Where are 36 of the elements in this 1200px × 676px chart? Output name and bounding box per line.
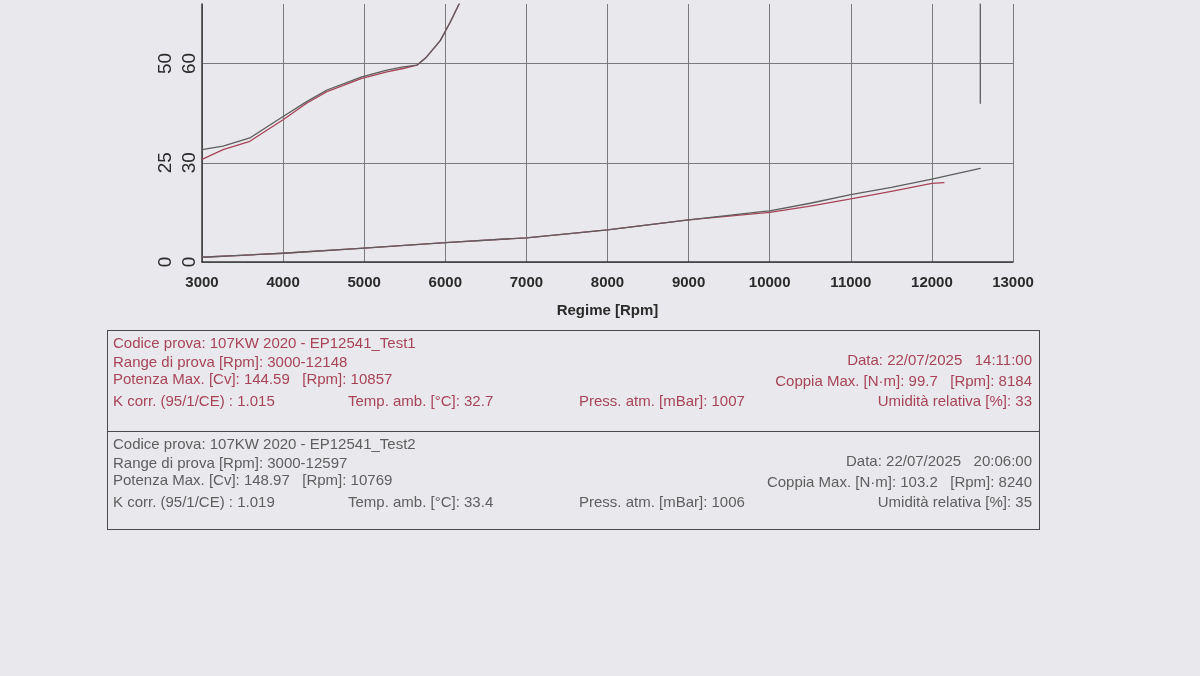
text: Temp. amb. [°C]: 33.4 xyxy=(348,493,494,511)
text: Range di prova [Rpm]: 3000-12597 xyxy=(113,454,348,472)
y-tick-label: 0 xyxy=(154,256,175,268)
x-tick-label: 6000 xyxy=(428,273,462,290)
y2-tick-label: 60 xyxy=(178,52,199,75)
x-tick-label: 4000 xyxy=(266,273,300,290)
x-tick-label: 10000 xyxy=(748,273,791,290)
x-tick-label: 3000 xyxy=(185,273,219,290)
x-tick-label: 5000 xyxy=(347,273,381,290)
x-tick-label: 9000 xyxy=(671,273,706,290)
text: Press. atm. [mBar]: 1006 xyxy=(579,493,745,511)
text: Codice prova: 107KW 2020 - EP12541_Test1 xyxy=(113,334,416,352)
text: Coppia Max. [N·m]: 103.2 [Rpm]: 8240 xyxy=(766,473,1032,491)
text: K corr. (95/1/CE) : 1.019 xyxy=(113,493,275,511)
text: Temp. amb. [°C]: 32.7 xyxy=(348,392,494,410)
y2-tick-label: 30 xyxy=(178,152,199,174)
x-tick-label: 11000 xyxy=(830,273,872,290)
x-tick-label: 8000 xyxy=(590,273,625,290)
text: Range di prova [Rpm]: 3000-12148 xyxy=(113,353,348,371)
text: Umidità relativa [%]: 33 xyxy=(877,392,1032,410)
text: Data: 22/07/2025 14:11:00 xyxy=(847,351,1032,369)
x-tick-label: 12000 xyxy=(911,273,953,290)
x-tick-label: 7000 xyxy=(509,273,544,290)
text: Data: 22/07/2025 20:06:00 xyxy=(846,452,1032,470)
x-tick-label: 13000 xyxy=(992,273,1034,290)
x-axis-title: Regime [Rpm] xyxy=(556,301,659,318)
text: Coppia Max. [N·m]: 99.7 [Rpm]: 8184 xyxy=(775,372,1032,390)
text: Umidità relativa [%]: 35 xyxy=(877,493,1032,511)
y-tick-label: 50 xyxy=(154,52,175,75)
text: Press. atm. [mBar]: 1007 xyxy=(579,392,745,410)
y-tick-label: 25 xyxy=(154,152,175,174)
text: Potenza Max. [Cv]: 144.59 [Rpm]: 10857 xyxy=(113,370,393,388)
text: K corr. (95/1/CE) : 1.015 xyxy=(113,392,275,410)
y2-tick-label: 0 xyxy=(178,256,199,268)
text: Codice prova: 107KW 2020 - EP12541_Test2 xyxy=(113,435,416,453)
text: Potenza Max. [Cv]: 148.97 [Rpm]: 10769 xyxy=(113,471,393,489)
